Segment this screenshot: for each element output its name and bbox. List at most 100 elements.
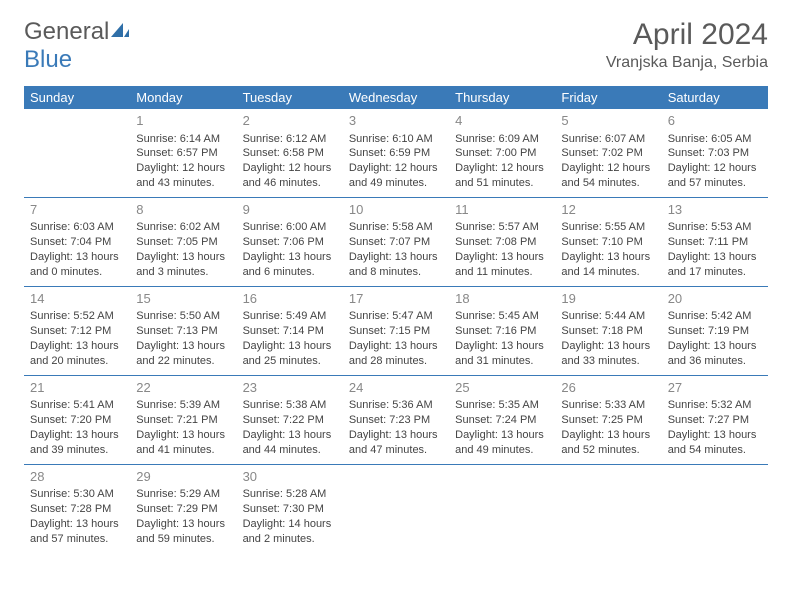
day-info-line: Sunrise: 5:28 AM: [243, 487, 337, 502]
calendar-cell: 24Sunrise: 5:36 AMSunset: 7:23 PMDayligh…: [343, 375, 449, 464]
logo-sail-icon: [109, 18, 131, 46]
day-info-line: Sunset: 7:19 PM: [668, 324, 762, 339]
day-info-line: Sunrise: 5:44 AM: [561, 309, 655, 324]
title-block: April 2024 Vranjska Banja, Serbia: [606, 18, 768, 72]
day-info-line: Daylight: 13 hours: [243, 428, 337, 443]
calendar-cell: 18Sunrise: 5:45 AMSunset: 7:16 PMDayligh…: [449, 286, 555, 375]
day-number: 18: [455, 290, 549, 308]
day-info-line: and 31 minutes.: [455, 354, 549, 369]
day-info-line: Daylight: 12 hours: [668, 161, 762, 176]
day-info-line: Daylight: 12 hours: [455, 161, 549, 176]
day-info-line: Sunrise: 6:10 AM: [349, 132, 443, 147]
day-number: 5: [561, 112, 655, 130]
weekday-header-row: Sunday Monday Tuesday Wednesday Thursday…: [24, 86, 768, 109]
day-number: 24: [349, 379, 443, 397]
calendar-row: 1Sunrise: 6:14 AMSunset: 6:57 PMDaylight…: [24, 109, 768, 197]
day-info-line: Sunrise: 6:12 AM: [243, 132, 337, 147]
day-info-line: Sunrise: 5:29 AM: [136, 487, 230, 502]
location: Vranjska Banja, Serbia: [606, 54, 768, 72]
day-info-line: and 57 minutes.: [668, 176, 762, 191]
day-info-line: Daylight: 13 hours: [455, 339, 549, 354]
day-info-line: Sunrise: 5:32 AM: [668, 398, 762, 413]
calendar-cell: [555, 464, 661, 552]
day-number: 28: [30, 468, 124, 486]
day-number: 26: [561, 379, 655, 397]
day-info-line: Daylight: 13 hours: [668, 250, 762, 265]
calendar-cell: 13Sunrise: 5:53 AMSunset: 7:11 PMDayligh…: [662, 197, 768, 286]
day-number: 22: [136, 379, 230, 397]
calendar-cell: 11Sunrise: 5:57 AMSunset: 7:08 PMDayligh…: [449, 197, 555, 286]
calendar-table: Sunday Monday Tuesday Wednesday Thursday…: [24, 86, 768, 553]
day-info-line: and 52 minutes.: [561, 443, 655, 458]
day-info-line: Daylight: 13 hours: [136, 250, 230, 265]
day-info-line: Sunrise: 5:38 AM: [243, 398, 337, 413]
day-number: 29: [136, 468, 230, 486]
day-info-line: and 59 minutes.: [136, 532, 230, 547]
calendar-cell: 3Sunrise: 6:10 AMSunset: 6:59 PMDaylight…: [343, 109, 449, 197]
day-info-line: Sunset: 7:16 PM: [455, 324, 549, 339]
day-number: 25: [455, 379, 549, 397]
day-number: 14: [30, 290, 124, 308]
day-number: 2: [243, 112, 337, 130]
calendar-row: 28Sunrise: 5:30 AMSunset: 7:28 PMDayligh…: [24, 464, 768, 552]
day-info-line: Sunrise: 5:35 AM: [455, 398, 549, 413]
day-info-line: Daylight: 12 hours: [349, 161, 443, 176]
day-info-line: Sunrise: 5:41 AM: [30, 398, 124, 413]
day-info-line: and 51 minutes.: [455, 176, 549, 191]
month-title: April 2024: [606, 18, 768, 52]
day-info-line: Sunrise: 5:50 AM: [136, 309, 230, 324]
day-info-line: Sunrise: 5:49 AM: [243, 309, 337, 324]
day-info-line: Sunset: 7:15 PM: [349, 324, 443, 339]
day-info-line: Sunset: 7:06 PM: [243, 235, 337, 250]
day-info-line: Daylight: 13 hours: [561, 428, 655, 443]
day-info-line: Daylight: 13 hours: [561, 250, 655, 265]
day-number: 20: [668, 290, 762, 308]
day-info-line: Sunset: 7:03 PM: [668, 146, 762, 161]
day-info-line: Sunset: 7:18 PM: [561, 324, 655, 339]
day-info-line: Sunset: 7:14 PM: [243, 324, 337, 339]
day-info-line: Sunset: 7:27 PM: [668, 413, 762, 428]
day-info-line: and 39 minutes.: [30, 443, 124, 458]
weekday-header: Friday: [555, 86, 661, 109]
day-info-line: and 0 minutes.: [30, 265, 124, 280]
day-number: 16: [243, 290, 337, 308]
day-info-line: Sunset: 7:07 PM: [349, 235, 443, 250]
calendar-cell: 17Sunrise: 5:47 AMSunset: 7:15 PMDayligh…: [343, 286, 449, 375]
day-info-line: and 17 minutes.: [668, 265, 762, 280]
day-info-line: Sunrise: 6:02 AM: [136, 220, 230, 235]
calendar-cell: 25Sunrise: 5:35 AMSunset: 7:24 PMDayligh…: [449, 375, 555, 464]
day-info-line: Sunrise: 5:33 AM: [561, 398, 655, 413]
header: General Blue April 2024 Vranjska Banja, …: [24, 18, 768, 74]
calendar-cell: 12Sunrise: 5:55 AMSunset: 7:10 PMDayligh…: [555, 197, 661, 286]
day-info-line: Sunrise: 5:42 AM: [668, 309, 762, 324]
day-info-line: Sunset: 7:04 PM: [30, 235, 124, 250]
calendar-cell: 10Sunrise: 5:58 AMSunset: 7:07 PMDayligh…: [343, 197, 449, 286]
day-number: 10: [349, 201, 443, 219]
day-info-line: Daylight: 13 hours: [136, 428, 230, 443]
calendar-cell: 30Sunrise: 5:28 AMSunset: 7:30 PMDayligh…: [237, 464, 343, 552]
calendar-row: 7Sunrise: 6:03 AMSunset: 7:04 PMDaylight…: [24, 197, 768, 286]
day-info-line: Daylight: 13 hours: [243, 339, 337, 354]
day-info-line: Sunrise: 5:30 AM: [30, 487, 124, 502]
day-number: 8: [136, 201, 230, 219]
calendar-cell: 23Sunrise: 5:38 AMSunset: 7:22 PMDayligh…: [237, 375, 343, 464]
day-info-line: Sunset: 6:58 PM: [243, 146, 337, 161]
calendar-row: 21Sunrise: 5:41 AMSunset: 7:20 PMDayligh…: [24, 375, 768, 464]
weekday-header: Tuesday: [237, 86, 343, 109]
day-info-line: Daylight: 13 hours: [136, 339, 230, 354]
day-info-line: Daylight: 14 hours: [243, 517, 337, 532]
day-number: 23: [243, 379, 337, 397]
day-number: 4: [455, 112, 549, 130]
day-info-line: and 2 minutes.: [243, 532, 337, 547]
weekday-header: Monday: [130, 86, 236, 109]
day-info-line: Sunrise: 5:58 AM: [349, 220, 443, 235]
day-number: 15: [136, 290, 230, 308]
calendar-cell: 15Sunrise: 5:50 AMSunset: 7:13 PMDayligh…: [130, 286, 236, 375]
day-info-line: Daylight: 13 hours: [30, 517, 124, 532]
day-info-line: Sunset: 6:59 PM: [349, 146, 443, 161]
day-info-line: Sunset: 7:29 PM: [136, 502, 230, 517]
day-info-line: and 22 minutes.: [136, 354, 230, 369]
calendar-cell: 29Sunrise: 5:29 AMSunset: 7:29 PMDayligh…: [130, 464, 236, 552]
day-info-line: and 57 minutes.: [30, 532, 124, 547]
calendar-cell: 6Sunrise: 6:05 AMSunset: 7:03 PMDaylight…: [662, 109, 768, 197]
